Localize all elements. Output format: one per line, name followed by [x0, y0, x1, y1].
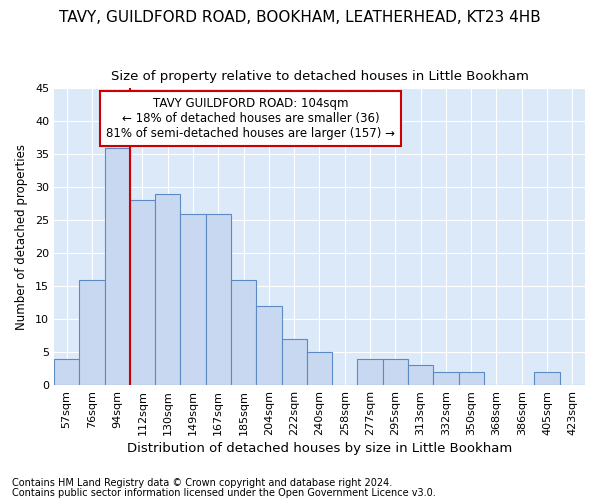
Text: Contains public sector information licensed under the Open Government Licence v3: Contains public sector information licen…: [12, 488, 436, 498]
Bar: [535, 372, 560, 385]
Bar: [256, 306, 281, 385]
Title: Size of property relative to detached houses in Little Bookham: Size of property relative to detached ho…: [110, 70, 529, 83]
Bar: [281, 339, 307, 385]
Bar: [358, 358, 383, 385]
Bar: [155, 194, 181, 385]
Y-axis label: Number of detached properties: Number of detached properties: [15, 144, 28, 330]
X-axis label: Distribution of detached houses by size in Little Bookham: Distribution of detached houses by size …: [127, 442, 512, 455]
Bar: [181, 214, 206, 385]
Bar: [383, 358, 408, 385]
Bar: [408, 366, 433, 385]
Bar: [79, 280, 104, 385]
Text: Contains HM Land Registry data © Crown copyright and database right 2024.: Contains HM Land Registry data © Crown c…: [12, 478, 392, 488]
Bar: [433, 372, 458, 385]
Bar: [458, 372, 484, 385]
Bar: [307, 352, 332, 385]
Bar: [206, 214, 231, 385]
Text: TAVY GUILDFORD ROAD: 104sqm
← 18% of detached houses are smaller (36)
81% of sem: TAVY GUILDFORD ROAD: 104sqm ← 18% of det…: [106, 97, 395, 140]
Bar: [54, 358, 79, 385]
Bar: [130, 200, 155, 385]
Bar: [231, 280, 256, 385]
Text: TAVY, GUILDFORD ROAD, BOOKHAM, LEATHERHEAD, KT23 4HB: TAVY, GUILDFORD ROAD, BOOKHAM, LEATHERHE…: [59, 10, 541, 25]
Bar: [104, 148, 130, 385]
